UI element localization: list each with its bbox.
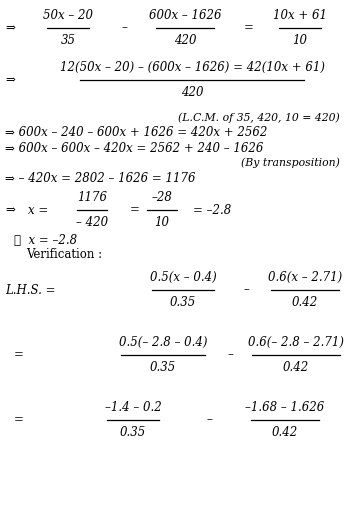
Text: (L.C.M. of 35, 420, 10 = 420): (L.C.M. of 35, 420, 10 = 420) xyxy=(178,113,340,123)
Text: ⇒: ⇒ xyxy=(5,74,15,87)
Text: 600x – 1626: 600x – 1626 xyxy=(149,9,221,22)
Text: –1.4 – 0.2: –1.4 – 0.2 xyxy=(105,401,161,414)
Text: = –2.8: = –2.8 xyxy=(193,204,231,217)
Text: 0.42: 0.42 xyxy=(283,361,309,374)
Text: –: – xyxy=(244,283,250,296)
Text: –: – xyxy=(122,22,128,35)
Text: –: – xyxy=(228,349,234,362)
Text: 0.42: 0.42 xyxy=(292,296,318,309)
Text: ⇒ 600x – 600x – 420x = 2562 + 240 – 1626: ⇒ 600x – 600x – 420x = 2562 + 240 – 1626 xyxy=(5,141,263,154)
Text: 0.6(– 2.8 – 2.71): 0.6(– 2.8 – 2.71) xyxy=(248,336,344,349)
Text: 50x – 20: 50x – 20 xyxy=(43,9,93,22)
Text: 420: 420 xyxy=(181,86,203,99)
Text: 0.5(x – 0.4): 0.5(x – 0.4) xyxy=(150,271,216,284)
Text: –: – xyxy=(207,413,213,426)
Text: ∴  x = –2.8: ∴ x = –2.8 xyxy=(14,234,77,247)
Text: 10: 10 xyxy=(155,216,170,229)
Text: 420: 420 xyxy=(174,34,196,47)
Text: 1176: 1176 xyxy=(77,191,107,204)
Text: ⇒: ⇒ xyxy=(5,204,15,217)
Text: 10: 10 xyxy=(292,34,307,47)
Text: x =: x = xyxy=(28,204,48,217)
Text: 0.35: 0.35 xyxy=(120,426,146,439)
Text: L.H.S. =: L.H.S. = xyxy=(5,283,55,296)
Text: Verification :: Verification : xyxy=(26,249,102,262)
Text: 35: 35 xyxy=(60,34,75,47)
Text: 10x + 61: 10x + 61 xyxy=(273,9,327,22)
Text: 0.35: 0.35 xyxy=(150,361,176,374)
Text: =: = xyxy=(14,413,24,426)
Text: (By transposition): (By transposition) xyxy=(241,157,340,168)
Text: 0.35: 0.35 xyxy=(170,296,196,309)
Text: 0.5(– 2.8 – 0.4): 0.5(– 2.8 – 0.4) xyxy=(119,336,207,349)
Text: =: = xyxy=(244,22,254,35)
Text: –28: –28 xyxy=(151,191,172,204)
Text: ⇒ – 420x = 2802 – 1626 = 1176: ⇒ – 420x = 2802 – 1626 = 1176 xyxy=(5,171,195,184)
Text: ⇒ 600x – 240 – 600x + 1626 = 420x + 2562: ⇒ 600x – 240 – 600x + 1626 = 420x + 2562 xyxy=(5,126,267,139)
Text: =: = xyxy=(130,204,140,217)
Text: 0.42: 0.42 xyxy=(272,426,298,439)
Text: =: = xyxy=(14,349,24,362)
Text: – 420: – 420 xyxy=(76,216,108,229)
Text: 0.6(x – 2.71): 0.6(x – 2.71) xyxy=(268,271,342,284)
Text: 12(50x – 20) – (600x – 1626) = 42(10x + 61): 12(50x – 20) – (600x – 1626) = 42(10x + … xyxy=(59,61,325,74)
Text: –1.68 – 1.626: –1.68 – 1.626 xyxy=(245,401,325,414)
Text: ⇒: ⇒ xyxy=(5,22,15,35)
